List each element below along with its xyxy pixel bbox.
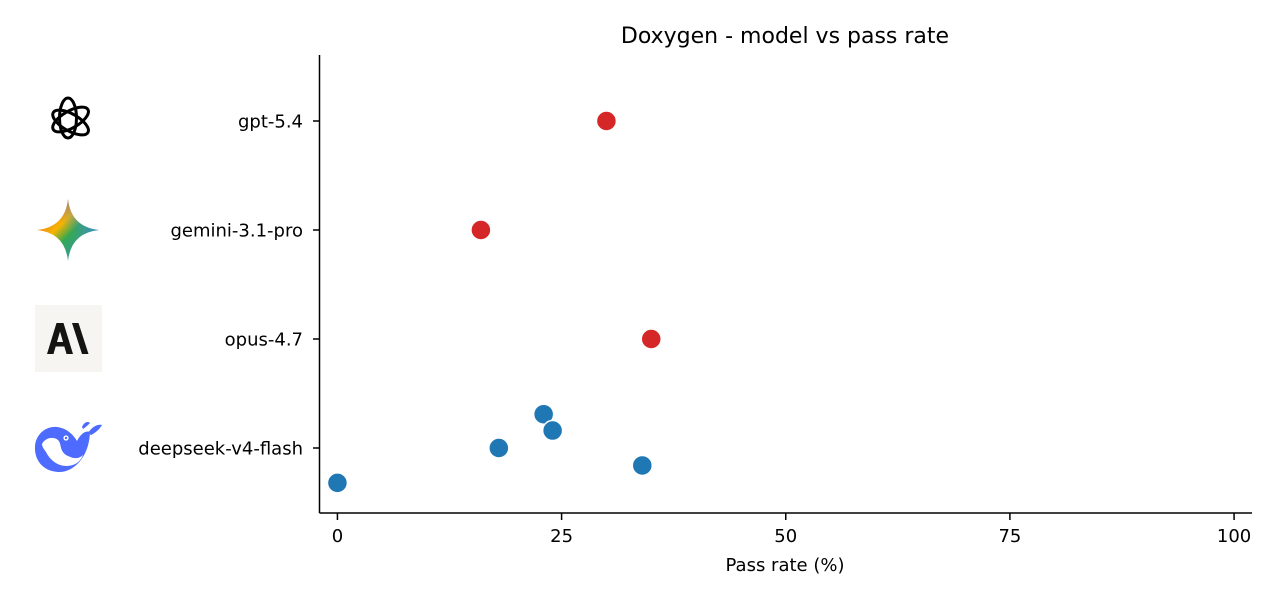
scatter-point [541,419,564,442]
openai-logo-icon [51,96,90,140]
gemini-sparkle-icon [37,199,99,261]
scatter-point [470,219,492,241]
x-tick-label: 100 [1217,526,1251,547]
scatter-point [532,403,555,425]
scatter-point [488,437,510,459]
x-tick-label: 25 [550,526,573,547]
data-points [326,110,663,494]
x-axis-label: Pass rate (%) [726,555,845,576]
y-tick-label: deepseek-v4-flash [138,439,303,460]
y-tick-label: gemini-3.1-pro [170,221,303,242]
scatter-point [631,454,654,477]
scatter-point [640,328,663,350]
x-tick-label: 50 [774,526,797,547]
x-tick-label: 75 [998,526,1021,547]
anthropic-logo-icon [35,305,102,372]
scatter-point [326,472,349,494]
deepseek-whale-icon [34,422,102,473]
y-tick-label: gpt-5.4 [238,112,303,133]
y-axis-ticks: gpt-5.4 gemini-3.1-pro opus-4.7 deepseek-v4… [138,112,320,460]
scatter-point [595,110,618,132]
x-axis-ticks: 0 25 50 75 100 [332,513,1251,547]
chart-title: Doxygen - model vs pass rate [621,24,949,49]
y-tick-label: opus-4.7 [225,330,303,351]
x-tick-label: 0 [332,526,343,547]
